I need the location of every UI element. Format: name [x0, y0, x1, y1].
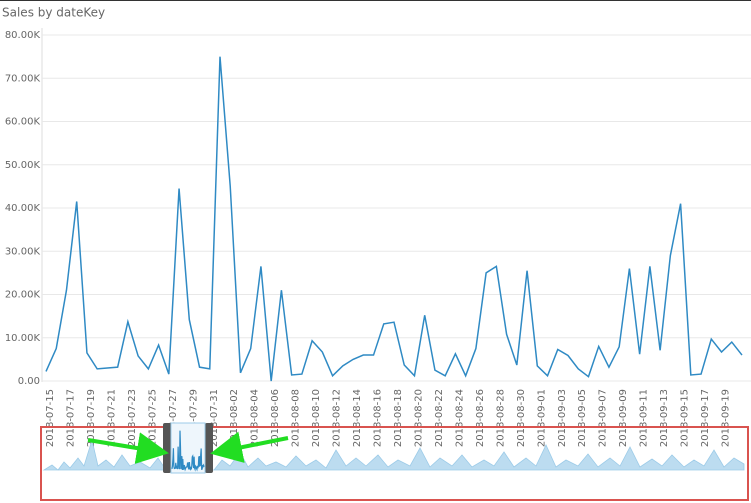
x-tick-label: 2018-08-10	[311, 389, 322, 447]
x-tick-label: 2018-07-31	[209, 389, 220, 447]
navigator-overview	[42, 438, 745, 471]
x-tick-label: 2018-07-15	[45, 389, 56, 447]
x-tick-label: 2018-09-17	[700, 389, 711, 447]
x-tick-label: 2018-08-02	[229, 389, 240, 447]
navigator	[40, 422, 749, 501]
x-tick-label: 2018-08-12	[332, 389, 343, 447]
y-tick-label: 70.00K	[5, 73, 41, 84]
x-tick-label: 2018-09-07	[598, 389, 609, 447]
chart-title: Sales by dateKey	[2, 6, 105, 20]
x-tick-label: 2018-07-17	[65, 389, 76, 447]
x-tick-label: 2018-08-28	[495, 389, 506, 447]
x-tick-label: 2018-08-22	[434, 389, 445, 447]
x-tick-label: 2018-09-05	[577, 389, 588, 447]
arrow-left	[87, 432, 169, 464]
x-tick-label: 2018-09-19	[721, 389, 732, 447]
navigator-handle-left[interactable]	[163, 423, 171, 473]
x-tick-label: 2018-07-21	[106, 389, 117, 447]
x-tick-label: 2018-09-09	[618, 389, 629, 447]
x-tick-label: 2018-08-20	[413, 389, 424, 447]
x-tick-label: 2018-08-30	[516, 389, 527, 447]
x-tick-label: 2018-07-19	[86, 389, 97, 447]
x-tick-label: 2018-09-11	[639, 389, 650, 447]
x-tick-label: 2018-08-26	[475, 389, 486, 447]
x-tick-label: 2018-09-01	[536, 389, 547, 447]
x-tick-label: 2018-09-15	[680, 389, 691, 447]
y-tick-label: 40.00K	[5, 203, 41, 214]
x-tick-label: 2018-07-23	[127, 389, 138, 447]
arrow-right	[210, 431, 289, 463]
x-tick-label: 2018-07-25	[147, 389, 158, 447]
x-tick-label: 2018-07-29	[188, 389, 199, 447]
y-tick-label: 30.00K	[5, 246, 41, 257]
x-tick-label: 2018-07-27	[168, 389, 179, 447]
x-tick-label: 2018-08-14	[352, 389, 363, 447]
x-tick-label: 2018-09-03	[557, 389, 568, 447]
navigator-frame	[40, 426, 749, 501]
x-tick-label: 2018-08-08	[291, 389, 302, 447]
x-tick-label: 2018-08-16	[373, 389, 384, 447]
y-tick-label: 10.00K	[5, 333, 41, 344]
x-tick-label: 2018-08-24	[454, 389, 465, 447]
navigator-selected-line	[171, 430, 205, 472]
x-tick-label: 2018-08-04	[250, 389, 261, 447]
x-tick-label: 2018-08-18	[393, 389, 404, 447]
series-line	[45, 56, 743, 382]
y-tick-label: 50.00K	[5, 160, 41, 171]
y-tick-label: 60.00K	[5, 117, 41, 128]
y-tick-label: 20.00K	[5, 290, 41, 301]
x-tick-label: 2018-08-06	[270, 389, 281, 447]
navigator-handle-right[interactable]	[205, 423, 213, 473]
y-tick-label: 80.00K	[5, 30, 41, 41]
y-tick-label: 0.00	[18, 376, 40, 387]
x-tick-label: 2018-09-13	[659, 389, 670, 447]
